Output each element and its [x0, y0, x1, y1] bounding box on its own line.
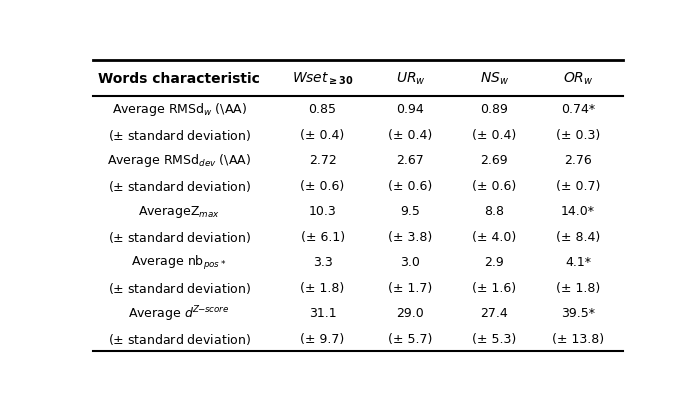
Text: 0.89: 0.89: [480, 103, 508, 116]
Text: (± 8.4): (± 8.4): [556, 230, 600, 243]
Text: ($\pm$ standard deviation): ($\pm$ standard deviation): [107, 331, 251, 346]
Text: (± 5.3): (± 5.3): [472, 332, 517, 345]
Text: $\mathbf{\mathit{Wset}}_{\mathbf{\geq30}}$: $\mathbf{\mathit{Wset}}_{\mathbf{\geq30}…: [292, 71, 354, 87]
Text: 2.69: 2.69: [480, 154, 508, 167]
Text: (± 1.7): (± 1.7): [388, 281, 433, 294]
Text: Average RMSd$_{\mathit{w}}$ (\AA): Average RMSd$_{\mathit{w}}$ (\AA): [112, 101, 246, 118]
Text: (± 0.7): (± 0.7): [556, 179, 600, 192]
Text: 3.0: 3.0: [401, 256, 420, 269]
Text: ($\pm$ standard deviation): ($\pm$ standard deviation): [107, 179, 251, 193]
Text: (± 3.8): (± 3.8): [388, 230, 433, 243]
Text: 14.0*: 14.0*: [561, 205, 595, 218]
Text: 8.8: 8.8: [484, 205, 505, 218]
Text: $\mathbf{\mathit{UR}}_{\mathbf{\mathit{w}}}$: $\mathbf{\mathit{UR}}_{\mathbf{\mathit{w…: [396, 71, 425, 87]
Text: (± 1.6): (± 1.6): [473, 281, 517, 294]
Text: (± 5.7): (± 5.7): [388, 332, 433, 345]
Text: (± 0.6): (± 0.6): [388, 179, 433, 192]
Text: $\mathbf{\mathit{NS}}_{\mathbf{\mathit{w}}}$: $\mathbf{\mathit{NS}}_{\mathbf{\mathit{w…: [480, 71, 509, 87]
Text: (± 0.6): (± 0.6): [300, 179, 345, 192]
Text: AverageZ$_{\mathit{max}}$: AverageZ$_{\mathit{max}}$: [138, 203, 220, 219]
Text: (± 13.8): (± 13.8): [552, 332, 604, 345]
Text: (± 1.8): (± 1.8): [556, 281, 600, 294]
Text: 39.5*: 39.5*: [561, 307, 595, 320]
Text: 3.3: 3.3: [313, 256, 332, 269]
Text: Average $d^{\mathit{Z\!\!-\!\!score}}$: Average $d^{\mathit{Z\!\!-\!\!score}}$: [128, 303, 230, 323]
Text: (± 1.8): (± 1.8): [300, 281, 345, 294]
Text: (± 4.0): (± 4.0): [472, 230, 517, 243]
Text: 0.74*: 0.74*: [561, 103, 595, 116]
Text: 29.0: 29.0: [396, 307, 424, 320]
Text: (± 9.7): (± 9.7): [300, 332, 345, 345]
Text: 31.1: 31.1: [309, 307, 336, 320]
Text: (± 0.4): (± 0.4): [388, 128, 433, 141]
Text: 2.76: 2.76: [564, 154, 592, 167]
Text: (± 0.3): (± 0.3): [556, 128, 600, 141]
Text: 10.3: 10.3: [309, 205, 336, 218]
Text: (± 6.1): (± 6.1): [301, 230, 345, 243]
Text: 0.85: 0.85: [309, 103, 336, 116]
Text: (± 0.4): (± 0.4): [300, 128, 345, 141]
Text: 0.94: 0.94: [396, 103, 424, 116]
Text: 2.9: 2.9: [484, 256, 504, 269]
Text: ($\pm$ standard deviation): ($\pm$ standard deviation): [107, 229, 251, 244]
Text: Words characteristic: Words characteristic: [98, 72, 260, 86]
Text: Average nb$_{\mathit{pos*}}$: Average nb$_{\mathit{pos*}}$: [131, 253, 227, 271]
Text: ($\pm$ standard deviation): ($\pm$ standard deviation): [107, 128, 251, 143]
Text: ($\pm$ standard deviation): ($\pm$ standard deviation): [107, 280, 251, 295]
Text: 9.5: 9.5: [401, 205, 420, 218]
Text: (± 0.6): (± 0.6): [472, 179, 517, 192]
Text: 2.72: 2.72: [309, 154, 336, 167]
Text: 2.67: 2.67: [396, 154, 424, 167]
Text: 4.1*: 4.1*: [565, 256, 591, 269]
Text: Average RMSd$_{\mathit{dev}}$ (\AA): Average RMSd$_{\mathit{dev}}$ (\AA): [107, 152, 251, 169]
Text: 27.4: 27.4: [480, 307, 508, 320]
Text: (± 0.4): (± 0.4): [472, 128, 517, 141]
Text: $\mathbf{\mathit{OR}}_{\mathbf{\mathit{w}}}$: $\mathbf{\mathit{OR}}_{\mathbf{\mathit{w…: [563, 71, 593, 87]
